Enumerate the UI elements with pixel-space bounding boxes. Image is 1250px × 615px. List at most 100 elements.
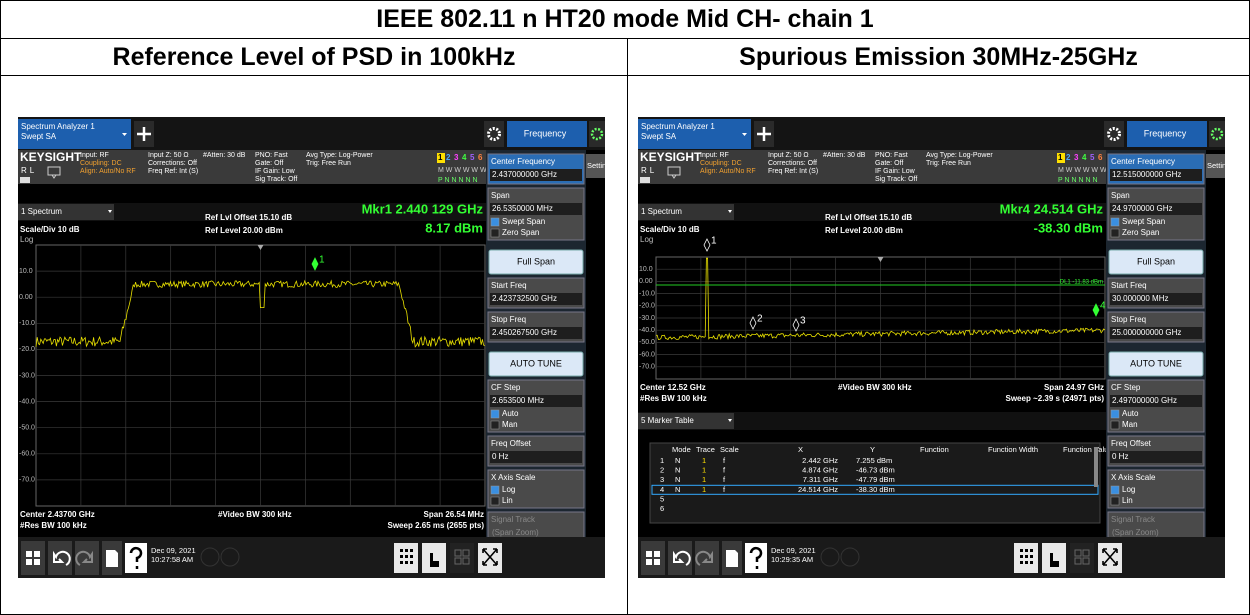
status-text: Trig: Free Run xyxy=(926,160,971,167)
table-cell: 1 xyxy=(660,456,664,465)
softkey-label: Span xyxy=(491,191,510,200)
settings-tab-label: Settings xyxy=(587,161,605,170)
taskbar-date: Dec 09, 2021 xyxy=(151,546,196,555)
trace-number: 2 xyxy=(446,153,451,162)
undo-icon xyxy=(673,550,691,566)
y-label: -20.0 xyxy=(639,303,655,310)
trace xyxy=(656,257,1106,341)
softkey-option: Man xyxy=(502,420,518,429)
status-text: Corrections: Off xyxy=(768,160,817,167)
table-cell: N xyxy=(675,485,680,494)
taskbar-time: 10:29:35 AM xyxy=(771,555,813,564)
softkey-option: Zero Span xyxy=(502,228,539,237)
column-header: Spurious Emission 30MHz-25GHz xyxy=(627,38,1250,76)
column-header: Reference Level of PSD in 100kHz xyxy=(0,38,628,76)
status-ring xyxy=(200,547,220,567)
status-text: Align: Auto/No RF xyxy=(80,168,136,175)
marker-flag: 1 xyxy=(711,236,717,247)
softkey-button xyxy=(1108,249,1204,275)
expand-icon xyxy=(1102,548,1118,566)
display-line-label: DL1 -11.83 dBm xyxy=(1060,280,1103,286)
marker-flag: 3 xyxy=(800,316,806,327)
status-text: Freq Ref: Int (S) xyxy=(768,168,818,175)
menu-tab-label: Frequency xyxy=(524,128,567,138)
status-text: Avg Type: Log-Power xyxy=(306,152,373,159)
table-cell: 24.514 GHz xyxy=(798,485,838,494)
softkey-option: Swept Span xyxy=(502,217,545,226)
settings-tab xyxy=(1206,154,1225,178)
status-ring xyxy=(820,547,840,567)
softkey-value-field xyxy=(490,169,582,181)
footer-text: Span 24.97 GHz xyxy=(1044,383,1104,392)
y-label: -50.0 xyxy=(639,339,655,346)
redo-button xyxy=(695,541,719,575)
softkey-value-field xyxy=(490,203,582,215)
marker-flag: 4 xyxy=(1100,301,1106,312)
softkey-value-field xyxy=(1110,527,1202,539)
y-label: -20.0 xyxy=(19,346,35,353)
help-icon xyxy=(129,546,143,569)
softkey-value-field xyxy=(490,293,582,305)
footer-text: Center 12.52 GHz xyxy=(640,383,706,392)
marker-diamond xyxy=(1092,303,1100,317)
window-selector xyxy=(638,204,734,220)
trace xyxy=(35,279,485,348)
status-spinner xyxy=(1210,127,1224,141)
status-icon xyxy=(1209,121,1225,147)
status-text: PNO: Fast xyxy=(875,152,908,159)
status-text: Trig: Free Run xyxy=(306,160,351,167)
plus-icon xyxy=(137,127,151,141)
trace-number: 6 xyxy=(1098,153,1103,162)
status-text: Sig Track: Off xyxy=(875,176,917,183)
softkey xyxy=(487,469,585,509)
y-label: -70.0 xyxy=(639,364,655,371)
table-bg xyxy=(649,442,1101,524)
softkey-value-field xyxy=(1110,293,1202,305)
softkey-option: Lin xyxy=(502,496,513,505)
softkey-button-label: Full Span xyxy=(517,256,555,266)
option-indicator xyxy=(1110,485,1120,495)
status-text: Corrections: Off xyxy=(148,160,197,167)
softkey-option: Auto xyxy=(1122,409,1139,418)
table-header: Function Width xyxy=(988,445,1038,454)
option-indicator xyxy=(1110,228,1120,238)
center-marker xyxy=(877,257,884,262)
marker-flag: 1 xyxy=(319,255,325,266)
table-cell: 6 xyxy=(660,504,664,513)
menu-tab-label: Frequency xyxy=(1144,128,1187,138)
y-label: 10.0 xyxy=(639,266,653,273)
option-indicator xyxy=(490,217,500,227)
option-indicator xyxy=(490,420,500,430)
y-label: 0.00 xyxy=(19,294,33,301)
marker-flag: 2 xyxy=(757,314,763,325)
trace-number: 2 xyxy=(1066,153,1071,162)
option-indicator xyxy=(1110,409,1120,419)
option-indicator xyxy=(1110,496,1120,506)
window-name: 1 Spectrum xyxy=(21,207,62,216)
table-selector xyxy=(638,413,734,429)
table-cell: 3 xyxy=(660,475,664,484)
option-indicator xyxy=(490,496,500,506)
softkey-value-field xyxy=(1110,169,1202,181)
gear-icon xyxy=(487,127,501,141)
undo-button xyxy=(668,541,692,575)
table-header: X xyxy=(798,445,803,454)
option-indicator xyxy=(1110,420,1120,430)
option-indicator xyxy=(490,409,500,419)
taskbar-time: 10:27:58 AM xyxy=(151,555,193,564)
status-text: #Atten: 30 dB xyxy=(823,152,866,159)
table-header: Y xyxy=(870,445,875,454)
detectors: P N N N N N xyxy=(1058,177,1098,184)
taskbar-date: Dec 09, 2021 xyxy=(771,546,816,555)
redo-icon xyxy=(695,550,713,566)
softkey-value: 26.5350000 MHz xyxy=(492,204,553,213)
dropdown-arrow xyxy=(122,133,127,136)
footer-text: #Res BW 100 kHz xyxy=(20,521,87,530)
softkey-option: Lin xyxy=(1122,496,1133,505)
windows-icon xyxy=(646,551,660,565)
menu-tab xyxy=(507,121,587,147)
trace-number: 3 xyxy=(1074,153,1079,162)
plus-icon xyxy=(757,127,771,141)
table-header: Function Value xyxy=(1063,445,1112,454)
